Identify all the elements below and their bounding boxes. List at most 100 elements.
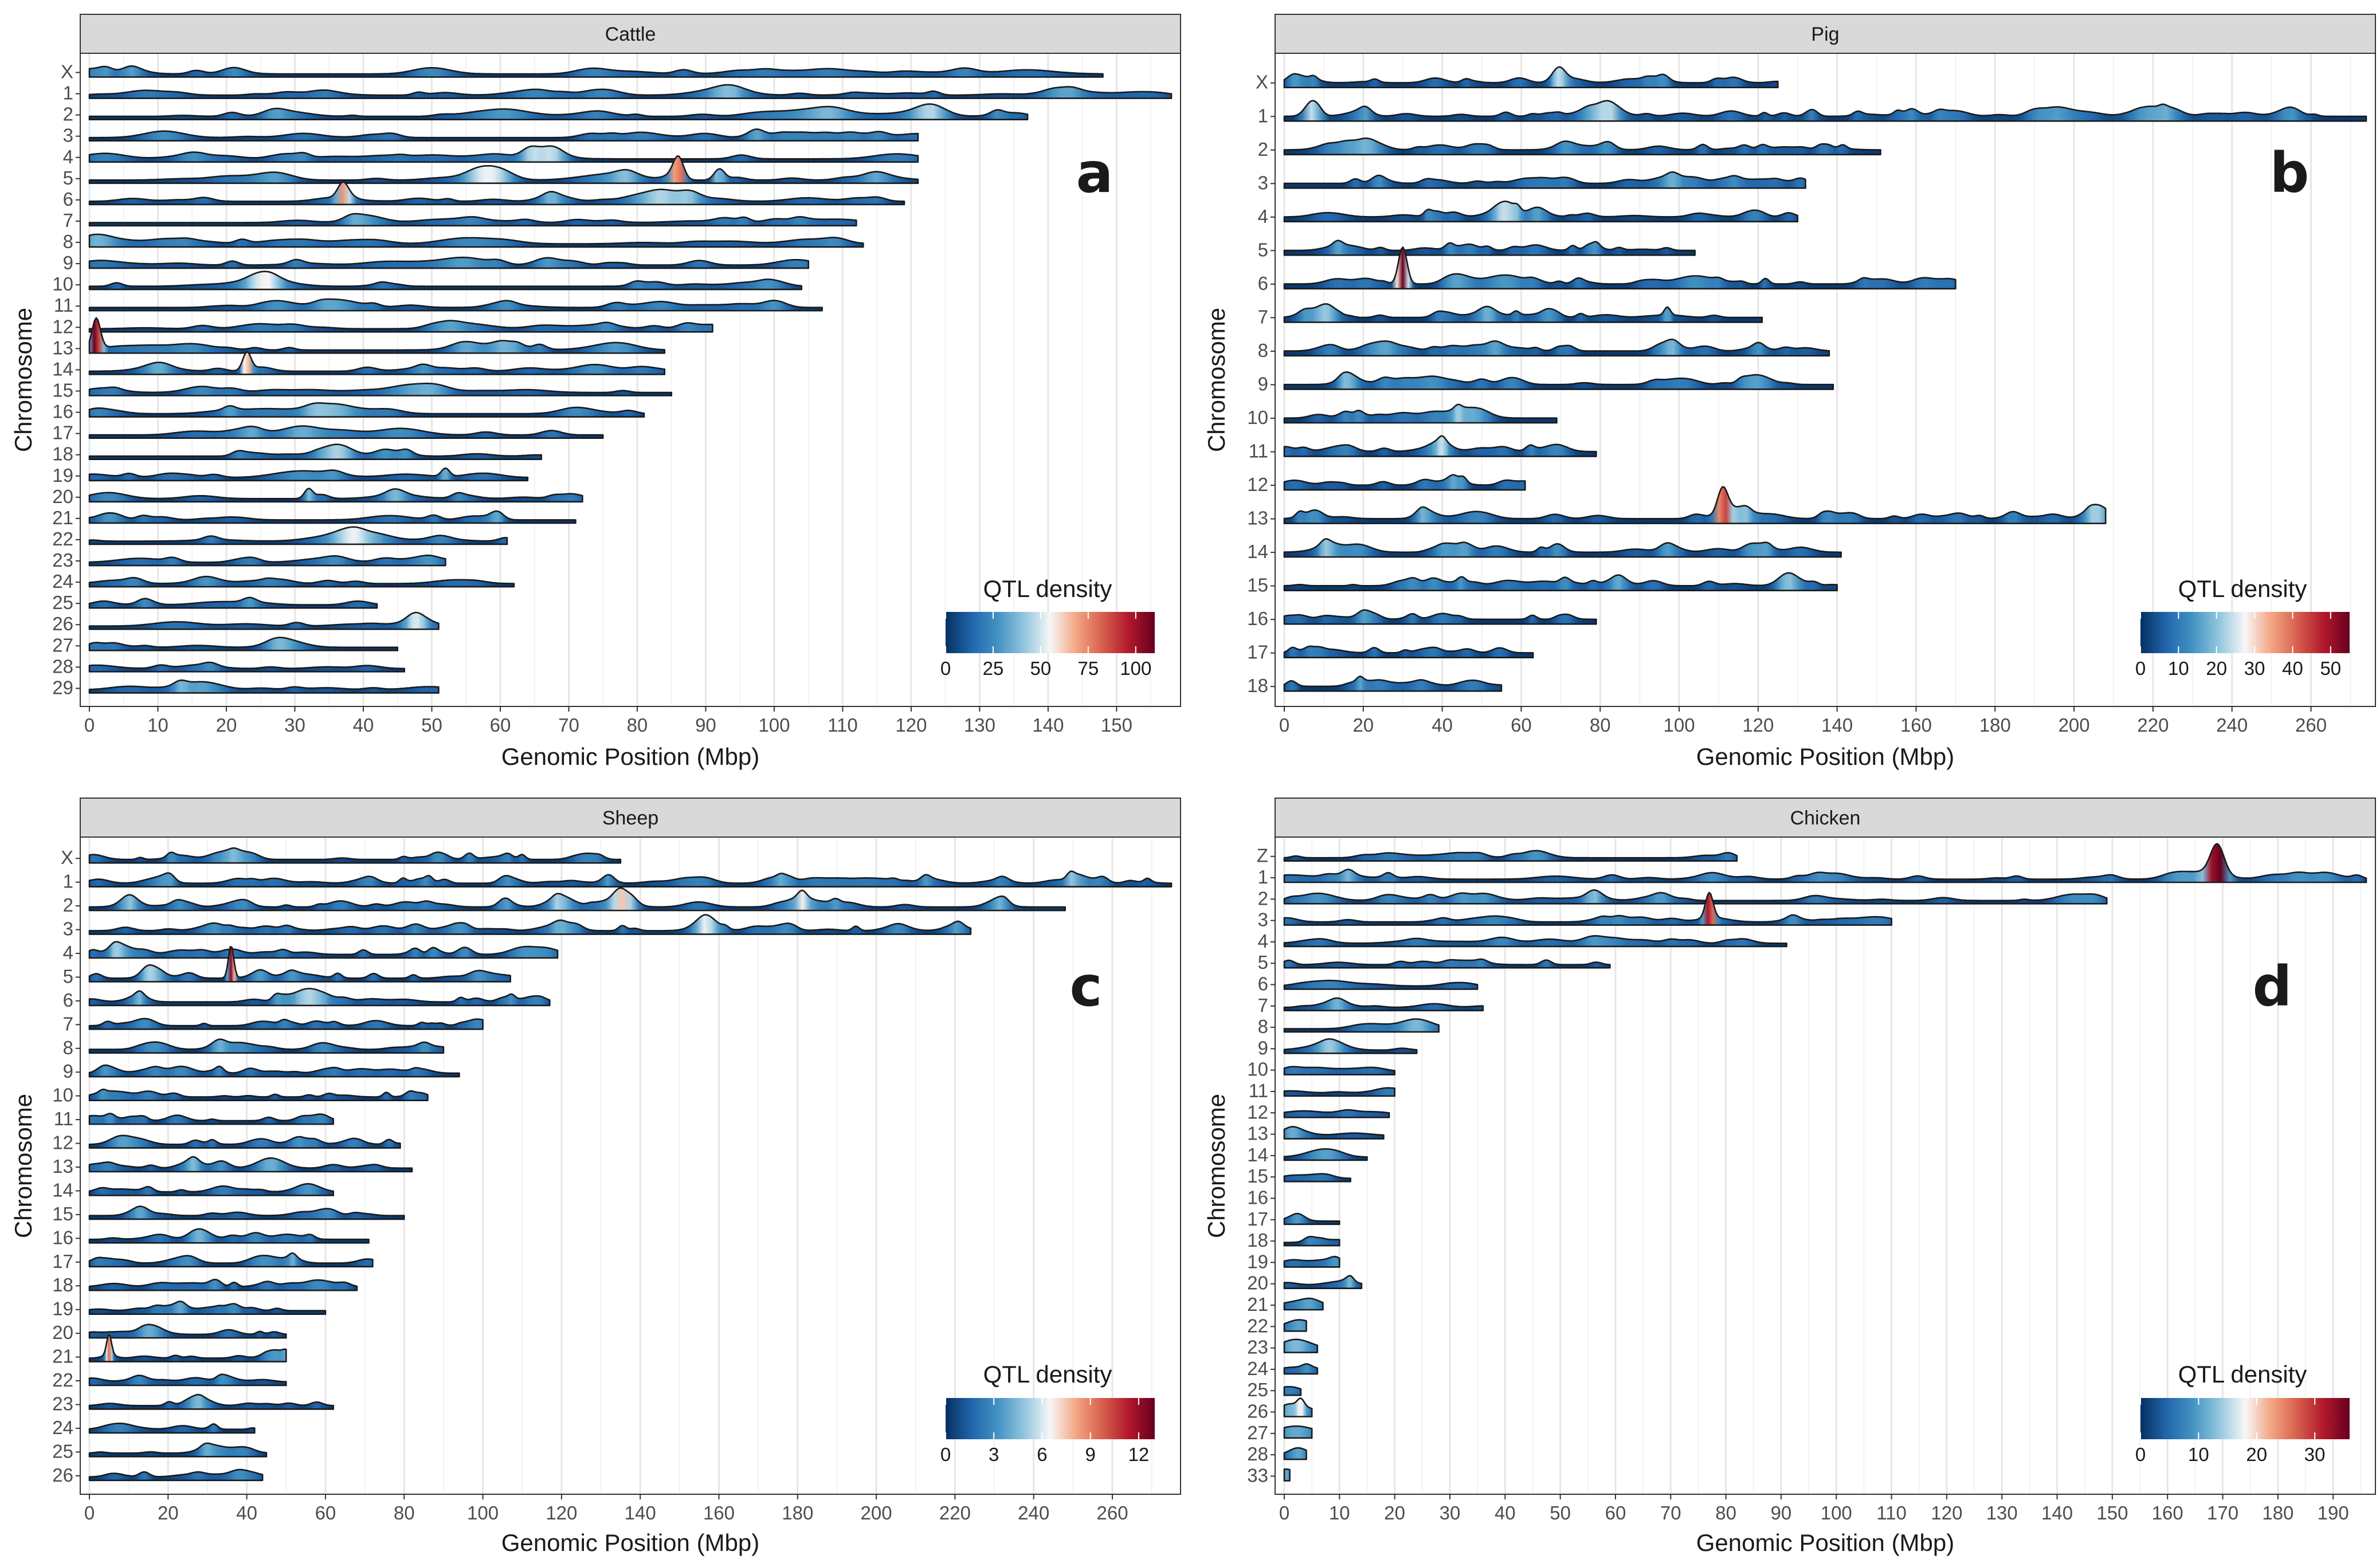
chromosome-ridge — [88, 382, 672, 396]
chromosome-ridge — [1283, 538, 1842, 558]
chromosome-ridge — [1283, 1066, 1395, 1075]
x-tick-label: 30 — [1440, 1502, 1461, 1523]
legend-tick-label: 30 — [2244, 658, 2265, 679]
y-axis-title: Chromosome — [1203, 1094, 1230, 1238]
ridges — [88, 65, 1173, 694]
x-tick-label: 40 — [236, 1502, 257, 1523]
chromosome-label: 33 — [1247, 1464, 1268, 1486]
chromosome-label: 7 — [63, 1013, 73, 1034]
chromosome-label: 15 — [1247, 575, 1268, 596]
chromosome-ridge — [88, 402, 645, 418]
chromosome-ridge — [88, 510, 577, 524]
chromosome-ridge — [88, 945, 511, 983]
chromosome-ridge — [88, 1334, 287, 1362]
chromosome-ridge — [88, 443, 542, 461]
chromosome-ridge — [88, 145, 919, 163]
chromosome-label: 9 — [1258, 373, 1268, 394]
chromosome-label: 3 — [1258, 909, 1268, 930]
x-tick-label: 40 — [1432, 714, 1453, 736]
chromosome-ridge — [88, 65, 1104, 78]
x-tick-label: 0 — [84, 714, 95, 736]
chromosome-ridge — [1283, 171, 1806, 189]
chromosome-label: 11 — [1249, 1080, 1268, 1101]
chromosome-ridge — [88, 298, 823, 312]
legend-tick-label: 10 — [2168, 658, 2189, 679]
ridges — [88, 847, 1173, 1482]
chromosome-label: 7 — [1258, 995, 1268, 1016]
x-tick-label: 120 — [1931, 1502, 1962, 1523]
panel-strip — [80, 14, 1181, 54]
chromosome-ridge — [88, 661, 405, 673]
chromosome-ridge — [1283, 1338, 1319, 1353]
legend-title: QTL density — [2178, 575, 2307, 602]
chromosome-ridge — [88, 1324, 287, 1339]
x-tick-label: 70 — [1660, 1502, 1681, 1523]
legend-colorbar — [2140, 1398, 2350, 1439]
chromosome-label: 17 — [52, 1251, 73, 1272]
chromosome-ridge — [88, 637, 399, 651]
chromosome-ridge — [88, 611, 440, 630]
x-tick-label: 170 — [2207, 1502, 2238, 1523]
chromosome-label: 4 — [63, 942, 73, 963]
chromosome-label: 23 — [52, 549, 73, 571]
x-tick-label: 10 — [1329, 1502, 1350, 1523]
chromosome-label: 17 — [1247, 642, 1268, 663]
x-tick-label: 30 — [284, 714, 305, 736]
chromosome-label: 1 — [63, 871, 73, 892]
legend-tick-label: 75 — [1078, 658, 1099, 679]
x-tick-label: 260 — [2295, 714, 2327, 736]
x-tick-label: 190 — [2318, 1502, 2349, 1523]
x-tick-label: 100 — [1821, 1502, 1852, 1523]
chromosome-label: 25 — [52, 592, 73, 613]
chromosome-ridge — [88, 1064, 460, 1078]
chromosome-ridge — [88, 1468, 264, 1482]
chromosome-label: 13 — [1247, 1123, 1268, 1144]
x-tick-label: 120 — [1742, 714, 1774, 736]
ridges — [1283, 66, 2367, 692]
chromosome-ridge — [1283, 1255, 1340, 1268]
chromosome-label: 7 — [63, 210, 73, 231]
chromosome-ridge — [1283, 201, 1799, 223]
chromosome-ridge — [1283, 572, 1838, 591]
chromosome-label: 1 — [1258, 105, 1268, 126]
chromosome-label: 11 — [1249, 441, 1268, 462]
chromosome-label: 21 — [1247, 1294, 1268, 1315]
x-tick-label: 0 — [1279, 714, 1289, 736]
x-tick-label: 20 — [1352, 714, 1374, 736]
chromosome-ridge — [88, 155, 919, 184]
legend-title: QTL density — [983, 575, 1112, 602]
legend-tick-label: 3 — [989, 1444, 999, 1465]
chromosome-ridge — [88, 103, 1029, 120]
chromosome-label: 13 — [52, 1156, 73, 1177]
chromosome-ridge — [88, 1278, 358, 1291]
chromosome-ridge — [1283, 1087, 1395, 1097]
chromosome-ridge — [88, 351, 666, 375]
x-tick-label: 140 — [1032, 714, 1064, 736]
chromosome-label: 24 — [52, 1417, 73, 1438]
x-axis: 0 10 20 30 40 50 60 70 80 90 100 110 120 130 140 150 160… — [1279, 1494, 2349, 1523]
chromosome-ridge — [88, 554, 446, 567]
chromosome-label: 20 — [52, 1322, 73, 1343]
chromosome-ridge — [1283, 1126, 1385, 1140]
x-tick-label: 10 — [147, 714, 168, 736]
chromosome-ridge — [88, 1183, 334, 1196]
chromosome-label: 22 — [52, 528, 73, 549]
chromosome-ridge — [1283, 892, 1892, 926]
chromosome-label: 4 — [1258, 206, 1268, 227]
x-tick-label: 70 — [558, 714, 579, 736]
chromosome-ridge — [1283, 100, 2367, 122]
chromosome-label: 7 — [1258, 306, 1268, 327]
x-tick-label: 180 — [782, 1502, 813, 1523]
chromosome-ridge — [1283, 609, 1597, 625]
chromosome-ridge — [1283, 1212, 1340, 1226]
chromosome-ridge — [1283, 1109, 1390, 1118]
x-tick-label: 130 — [1986, 1502, 2018, 1523]
panel-sheep: Sheep X123456789101112131415161718192021… — [10, 798, 1181, 1556]
y-axis-title: Chromosome — [10, 1094, 37, 1238]
chromosome-label: Z — [1257, 845, 1268, 866]
chromosome-label: 13 — [1247, 508, 1268, 529]
chromosome-label: 22 — [1247, 1315, 1268, 1336]
chromosome-label: 4 — [1258, 930, 1268, 952]
x-tick-label: 0 — [84, 1502, 95, 1523]
chromosome-label: 19 — [52, 1298, 73, 1319]
